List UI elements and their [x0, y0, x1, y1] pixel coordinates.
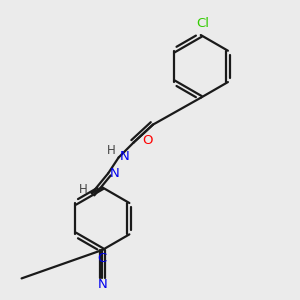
Text: N: N	[97, 278, 107, 291]
Text: H: H	[107, 143, 116, 157]
Text: N: N	[120, 150, 130, 164]
Text: O: O	[142, 134, 152, 147]
Text: H: H	[78, 183, 87, 196]
Text: C: C	[98, 252, 107, 265]
Text: Cl: Cl	[196, 17, 209, 30]
Text: N: N	[110, 167, 119, 180]
